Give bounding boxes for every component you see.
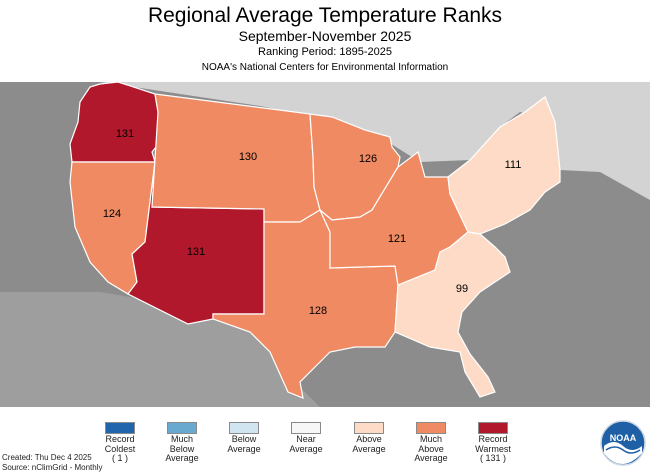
legend-item: Above Average bbox=[337, 422, 401, 454]
canada-land bbox=[0, 82, 650, 200]
legend-swatch bbox=[167, 422, 197, 434]
legend-label: Much Above Average bbox=[414, 434, 448, 463]
legend-item: Record Warmest ( 131 ) bbox=[461, 422, 525, 464]
noaa-logo-text: NOAA bbox=[610, 433, 637, 443]
noaa-logo-icon: NOAA bbox=[600, 420, 646, 466]
region-northern-rockies-plains[interactable] bbox=[151, 93, 321, 223]
region-rank-label: 131 bbox=[116, 128, 134, 140]
regional-map: 131 124 131 130 128 126 121 111 99 bbox=[0, 82, 650, 407]
legend-swatch bbox=[354, 422, 384, 434]
source-org: NOAA's National Centers for Environmenta… bbox=[201, 62, 449, 73]
region-rank-label: 121 bbox=[388, 233, 406, 245]
legend-item: Near Average bbox=[274, 422, 338, 454]
legend-swatch bbox=[229, 422, 259, 434]
region-rank-label: 128 bbox=[309, 305, 327, 317]
legend-item: Record Coldest ( 1 ) bbox=[88, 422, 152, 464]
map-period: September-November 2025 bbox=[238, 28, 412, 44]
ranking-period: Ranking Period: 1895-2025 bbox=[258, 46, 392, 58]
legend: Record Coldest ( 1 ) Much Below Average Be… bbox=[0, 422, 650, 472]
region-rank-label: 130 bbox=[239, 151, 257, 163]
legend-swatch bbox=[416, 422, 446, 434]
legend-label: Near Average bbox=[289, 434, 323, 454]
region-rank-label: 124 bbox=[103, 208, 121, 220]
legend-label: Record Coldest ( 1 ) bbox=[104, 434, 136, 463]
region-rank-label: 131 bbox=[187, 246, 205, 258]
mexico-land bbox=[0, 292, 320, 407]
legend-label: Record Warmest ( 131 ) bbox=[475, 434, 511, 463]
legend-item: Much Below Average bbox=[150, 422, 214, 464]
legend-swatch bbox=[478, 422, 508, 434]
legend-swatch bbox=[291, 422, 321, 434]
legend-label: Above Average bbox=[352, 434, 386, 454]
region-rank-label: 99 bbox=[456, 283, 468, 295]
region-rank-label: 126 bbox=[359, 153, 377, 165]
legend-label: Below Average bbox=[227, 434, 261, 454]
map-title: Regional Average Temperature Ranks bbox=[147, 4, 503, 27]
legend-label: Much Below Average bbox=[165, 434, 199, 463]
data-source: Source: nClimGrid - Monthly bbox=[2, 463, 103, 472]
legend-item: Below Average bbox=[212, 422, 276, 454]
legend-item: Much Above Average bbox=[399, 422, 463, 464]
legend-swatch bbox=[105, 422, 135, 434]
created-date: Created: Thu Dec 4 2025 bbox=[2, 453, 92, 462]
region-southeast[interactable] bbox=[394, 231, 511, 398]
region-rank-label: 111 bbox=[505, 159, 522, 171]
